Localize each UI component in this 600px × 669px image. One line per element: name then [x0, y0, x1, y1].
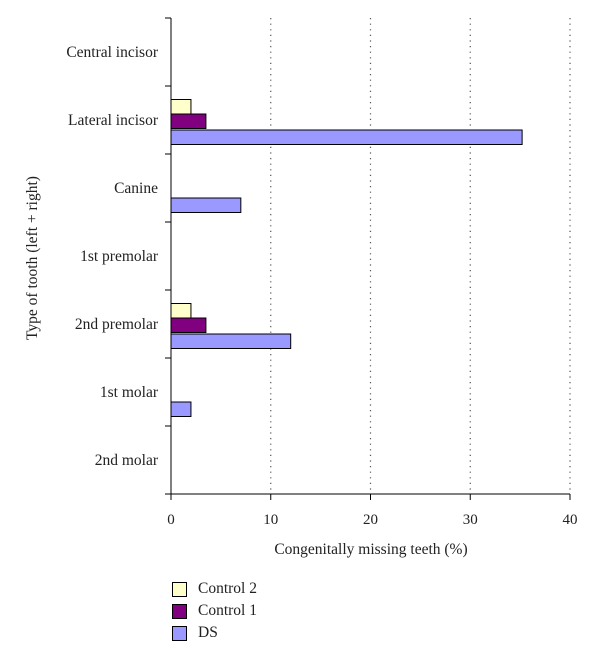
y-tick-label-1st-molar: 1st molar — [100, 384, 159, 401]
legend-label-control-2: Control 2 — [198, 580, 257, 597]
bar-control-1-lateral-incisor — [170, 113, 207, 129]
legend-label-ds: DS — [198, 624, 218, 641]
gridlines — [270, 18, 571, 494]
bar-ds-canine — [170, 197, 242, 213]
x-axis-label: Congenitally missing teeth (%) — [274, 541, 467, 558]
axes — [165, 17, 571, 500]
y-tick-label-central-incisor: Central incisor — [66, 44, 159, 61]
x-tick-label-30: 30 — [463, 512, 478, 528]
legend-item-control-1: Control 1 — [172, 600, 257, 622]
y-tick-label-1st-premolar: 1st premolar — [80, 248, 159, 265]
y-tick-label-lateral-incisor: Lateral incisor — [68, 112, 159, 129]
bar-ds-1st-molar — [170, 401, 192, 417]
legend-swatch-control-2 — [172, 581, 187, 597]
y-tick-label-canine: Canine — [114, 180, 158, 197]
legend-label-control-1: Control 1 — [198, 602, 257, 619]
x-tick-label-20: 20 — [363, 512, 378, 528]
legend: Control 2 Control 1 DS — [172, 578, 257, 644]
legend-swatch-ds — [172, 625, 187, 641]
y-axis-label: Type of tooth (left + right) — [24, 176, 41, 340]
y-tick-label-2nd-molar: 2nd molar — [95, 452, 159, 469]
bar-control-1-2nd-premolar — [170, 317, 207, 333]
legend-item-control-2: Control 2 — [172, 578, 257, 600]
y-tick-labels: Central incisor Lateral incisor Canine 1st … — [66, 44, 159, 469]
bar-control-2-lateral-incisor — [170, 99, 192, 115]
legend-item-ds: DS — [172, 622, 257, 644]
legend-swatch-control-1 — [172, 603, 187, 619]
bar-ds-lateral-incisor — [170, 129, 523, 145]
x-tick-label-0: 0 — [167, 512, 175, 528]
x-tick-label-40: 40 — [563, 512, 578, 528]
x-tick-label-10: 10 — [263, 512, 278, 528]
bar-control-2-2nd-premolar — [170, 303, 192, 319]
y-tick-label-2nd-premolar: 2nd premolar — [75, 316, 159, 333]
bars — [170, 99, 523, 417]
x-tick-labels: 0 10 20 30 40 — [167, 512, 577, 528]
bar-ds-2nd-premolar — [170, 333, 292, 349]
